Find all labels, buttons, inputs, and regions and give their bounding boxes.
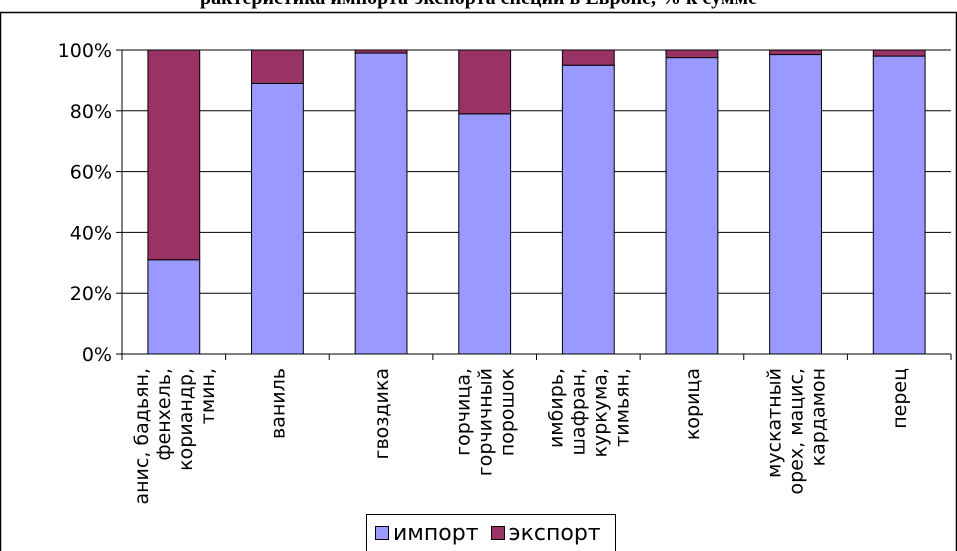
category-label: шафран, <box>567 368 589 455</box>
legend-item-import: импорт <box>375 521 479 546</box>
bar-export <box>561 49 615 66</box>
category-label: порошок <box>497 368 519 456</box>
y-tick-label: 0% <box>82 344 112 366</box>
category-label: корица <box>682 368 704 440</box>
category-label: мускатный <box>764 368 786 478</box>
legend-label-export: экспорт <box>508 520 601 546</box>
bar-export <box>147 49 201 261</box>
bar-export <box>665 49 719 59</box>
bar-import <box>561 64 615 355</box>
category-label: горчица, <box>453 368 475 456</box>
category-label: перец <box>889 368 911 429</box>
bar-import <box>872 55 926 355</box>
legend-swatch-import <box>375 526 389 540</box>
category-label: гвоздика <box>371 368 393 460</box>
category-label: горчичный <box>475 368 497 476</box>
category-label: ваниль <box>267 368 289 439</box>
chart-title: рактеристика импорта-экспорта специй в Е… <box>0 0 957 10</box>
category-label: кориандр, <box>175 368 197 471</box>
bar-import <box>458 113 512 355</box>
y-tick-label: 100% <box>58 40 112 62</box>
bar-import <box>769 54 822 355</box>
bar-export <box>251 49 304 84</box>
bar-import <box>665 57 719 355</box>
y-tick-label: 80% <box>70 101 112 123</box>
category-label: анис, бадьян, <box>131 368 153 505</box>
category-label: орех, мацис, <box>786 368 808 494</box>
category-label: тмин, <box>197 368 219 424</box>
legend-label-import: импорт <box>393 520 479 546</box>
category-label: фенхель, <box>153 368 175 461</box>
bar-import <box>251 82 304 355</box>
category-label: тимьян, <box>611 368 633 447</box>
category-label: имбирь, <box>545 368 567 448</box>
bar-import <box>354 52 408 355</box>
legend-swatch-export <box>490 526 505 540</box>
bar-export <box>458 49 512 115</box>
category-label: кардамон <box>808 368 830 466</box>
legend: импорт экспорт <box>366 514 616 551</box>
y-tick-label: 20% <box>70 283 112 305</box>
legend-item-export: экспорт <box>490 520 601 546</box>
bar-import <box>147 259 201 355</box>
bar-export <box>354 49 408 54</box>
bar-export <box>769 49 822 56</box>
category-label: куркума, <box>589 368 611 458</box>
bar-export <box>872 49 926 57</box>
y-tick-label: 60% <box>70 162 112 184</box>
y-tick-label: 40% <box>70 222 112 244</box>
